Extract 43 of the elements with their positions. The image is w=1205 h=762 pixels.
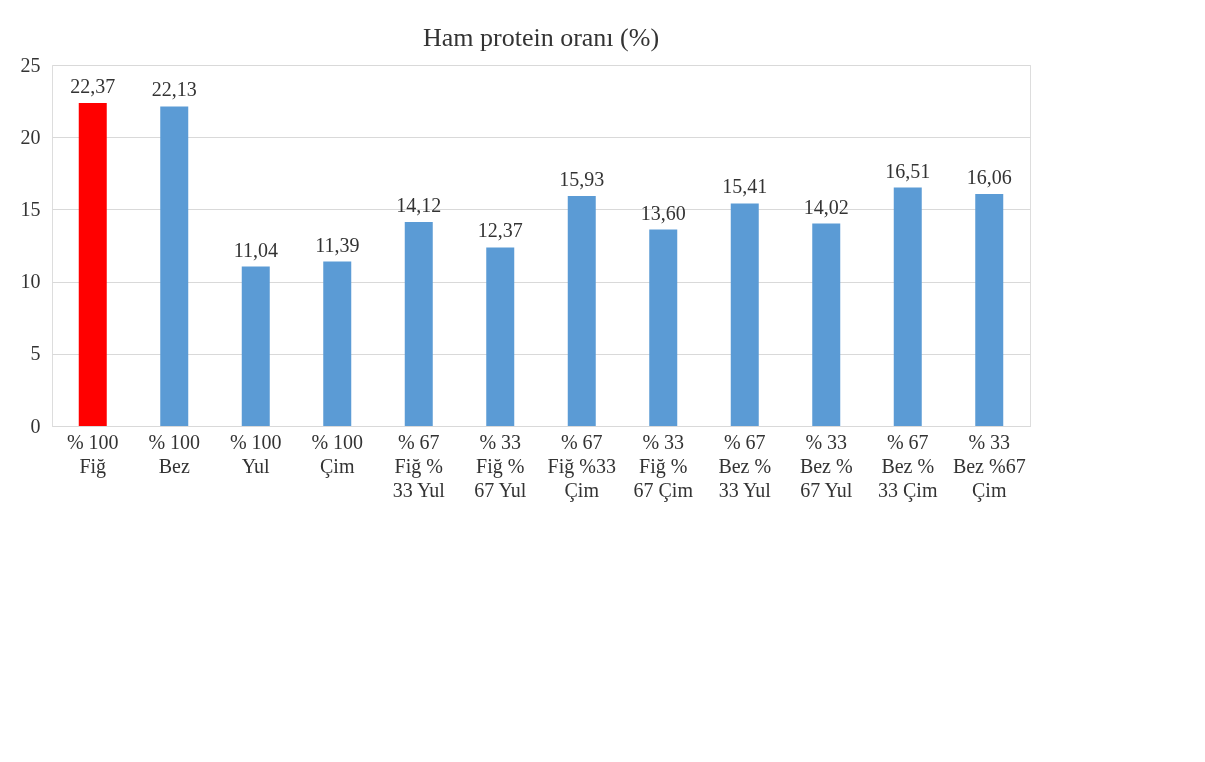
chart-title: Ham protein oranı (%): [422, 23, 660, 52]
data-label: 16,06: [966, 166, 1012, 189]
x-tick-label: % 67 Bez % 33 Yul: [718, 430, 772, 501]
data-label: 14,02: [803, 195, 849, 218]
x-tick-label: % 33 Bez % 67 Yul: [799, 430, 853, 501]
x-tick-label: % 33 Fiğ % 67 Çim: [633, 430, 694, 502]
data-label: 13,60: [640, 201, 686, 224]
y-tick-label: 15: [20, 197, 41, 220]
x-tick-label: % 33 Fiğ % 67 Yul: [474, 430, 527, 501]
bar: [975, 194, 1004, 426]
x-tick-label: % 67 Fiğ %33 Çim: [547, 430, 616, 502]
x-tick-label: % 67 Fiğ % 33 Yul: [392, 430, 446, 501]
bar: [649, 229, 678, 426]
data-label: 11,39: [315, 233, 360, 256]
data-label: 12,37: [477, 219, 523, 242]
x-tick-label: % 67 Bez % 33 Çim: [878, 430, 938, 502]
data-label: 22,37: [70, 74, 116, 97]
bar: [486, 247, 515, 426]
bar: [404, 222, 433, 426]
data-label: 22,13: [151, 78, 197, 101]
data-label: 11,04: [233, 238, 278, 261]
bar: [567, 195, 596, 426]
y-tick-label: 20: [20, 125, 41, 148]
bar: [323, 261, 352, 426]
bar: [241, 266, 270, 426]
y-tick-label: 0: [30, 414, 41, 437]
bar: [812, 223, 841, 426]
data-label: 15,41: [722, 175, 768, 198]
bar: [893, 187, 922, 426]
bar: [730, 203, 759, 426]
y-tick-label: 10: [20, 270, 41, 293]
x-tick-label: % 100 Yul: [229, 430, 282, 477]
x-tick-label: % 100 Bez: [148, 430, 201, 477]
x-tick-label: % 33 Bez %67 Çim: [952, 430, 1026, 502]
y-tick-label: 5: [30, 342, 41, 365]
x-tick-label: % 100 Fiğ: [66, 430, 119, 478]
bar: [78, 102, 107, 426]
data-label: 15,93: [559, 167, 605, 190]
x-tick-label: % 100 Çim: [311, 430, 364, 478]
bar: [160, 106, 189, 426]
data-label: 16,51: [885, 159, 931, 182]
data-label: 14,12: [396, 194, 442, 217]
y-tick-label: 25: [20, 53, 41, 76]
